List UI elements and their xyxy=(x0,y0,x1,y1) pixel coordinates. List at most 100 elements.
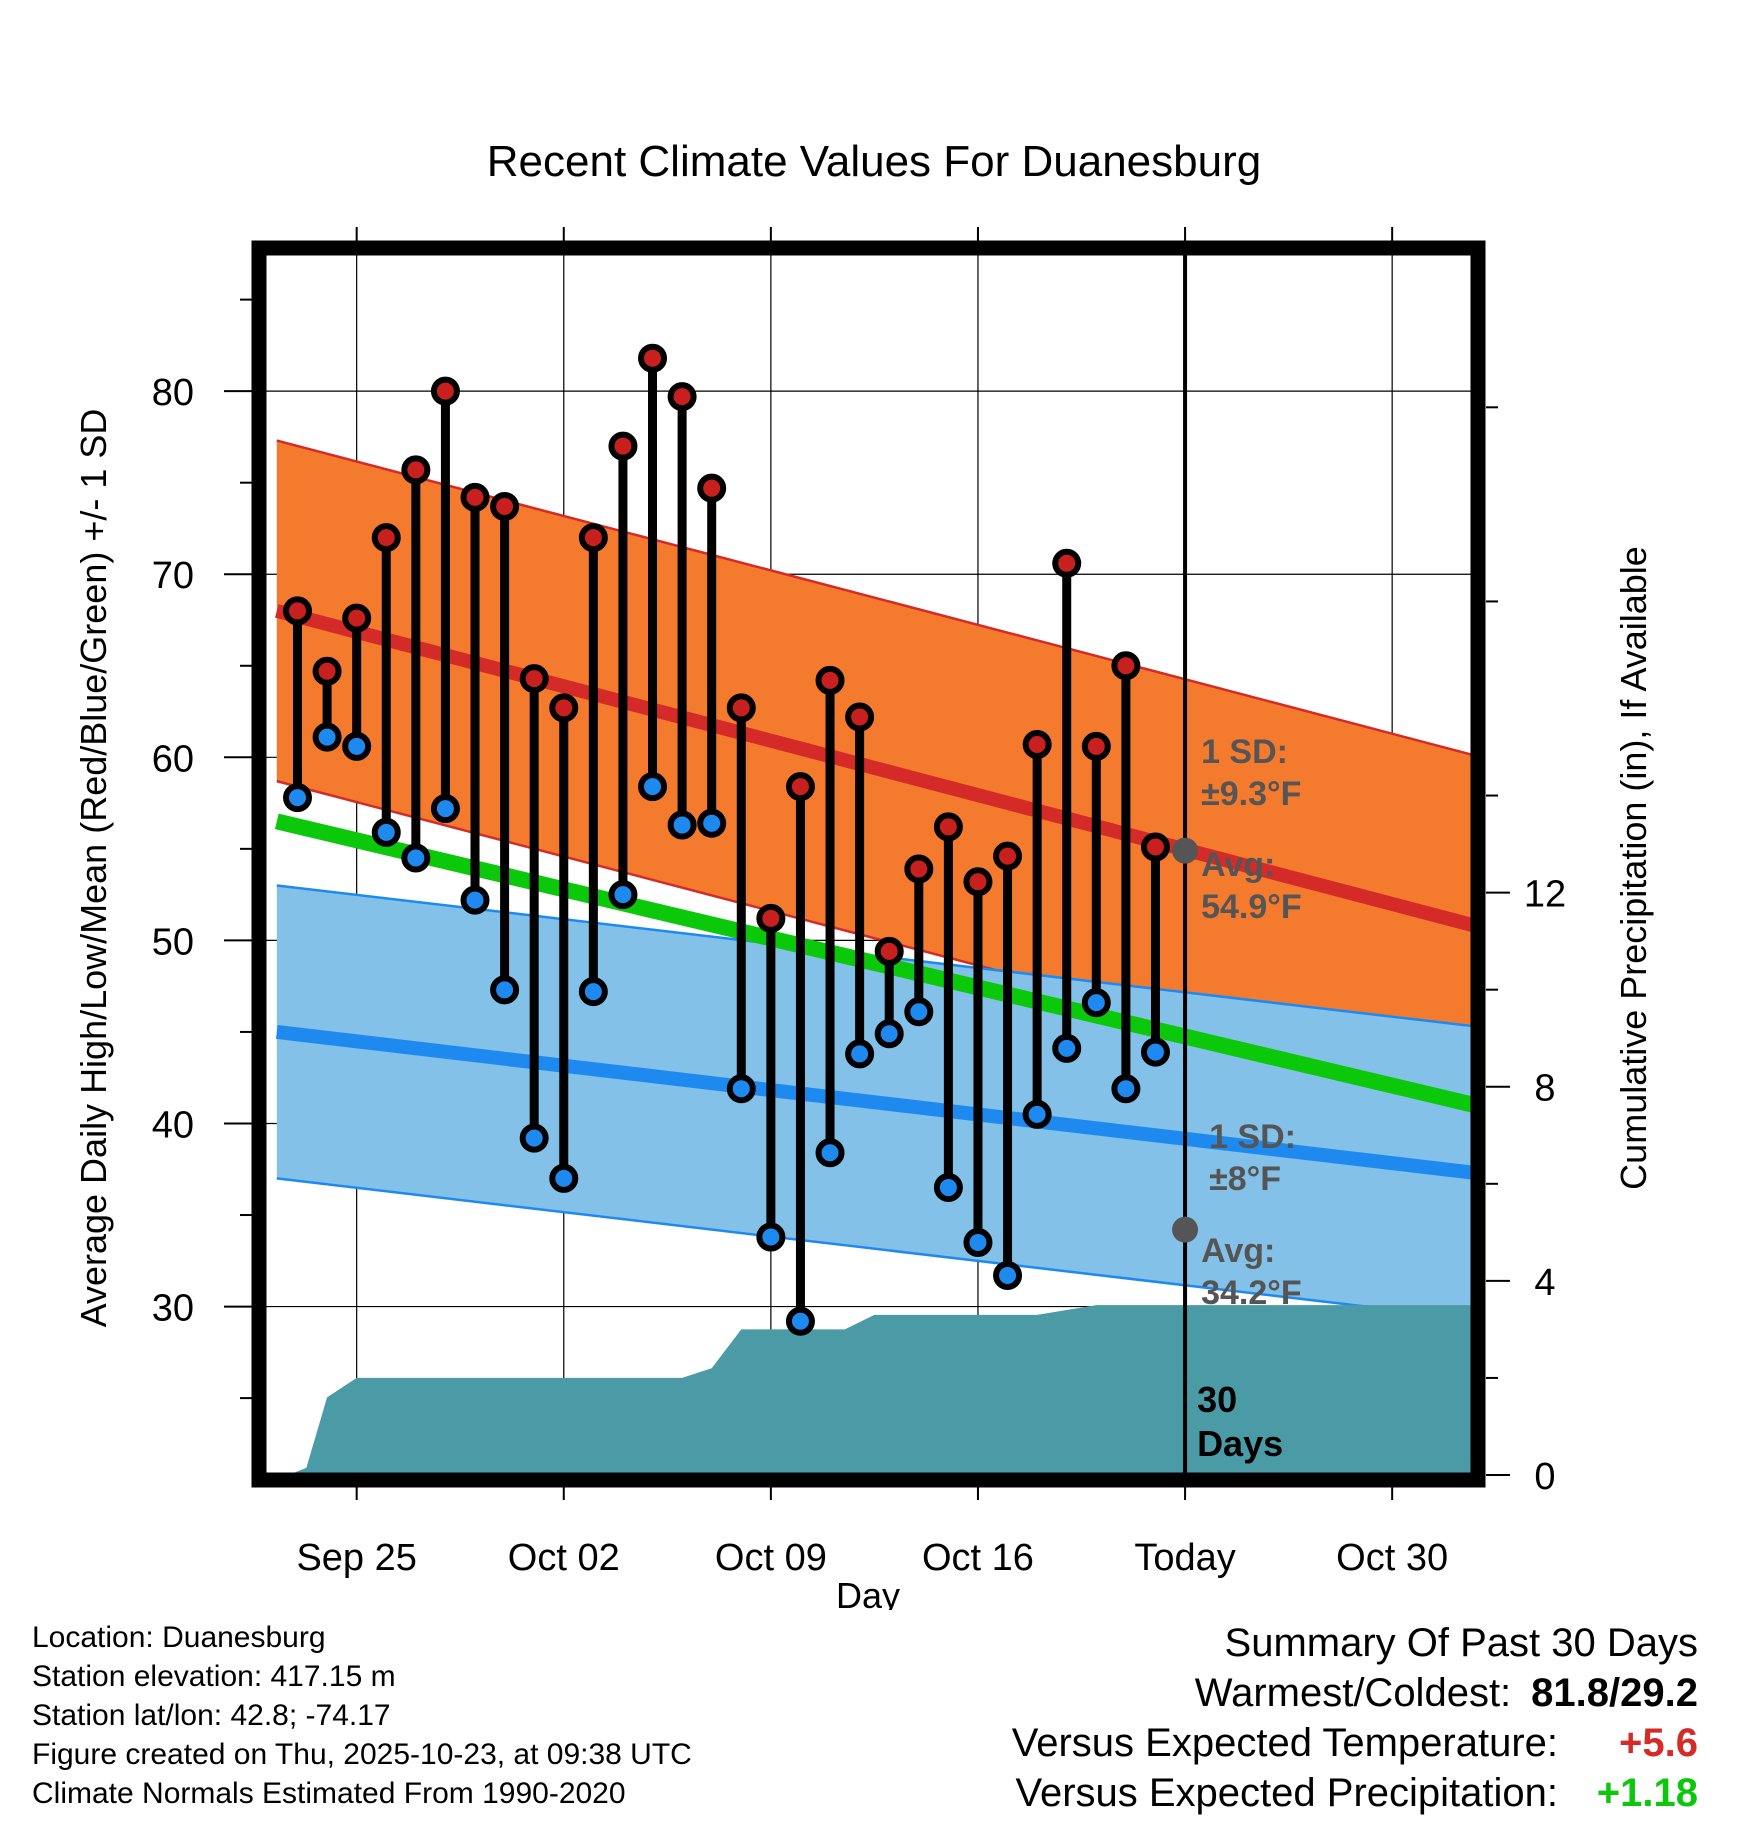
daily-high-point xyxy=(1052,548,1082,578)
daily-low-point xyxy=(430,794,460,824)
x-axis-label: Day xyxy=(836,1575,900,1610)
daily-low-point xyxy=(785,1306,815,1336)
summary-temp-row: Versus Expected Temperature: +5.6 xyxy=(1012,1718,1698,1768)
daily-low-point xyxy=(342,731,372,761)
daily-high-point xyxy=(638,343,668,373)
elevation-text: Station elevation: 417.15 m xyxy=(32,1660,396,1693)
low-sd-value: ±8°F xyxy=(1209,1160,1281,1198)
daily-high-point xyxy=(963,867,993,897)
latlon-text: Station lat/lon: 42.8; -74.17 xyxy=(32,1699,391,1732)
daily-low-point xyxy=(963,1227,993,1257)
created-text: Figure created on Thu, 2025-10-23, at 09… xyxy=(32,1738,692,1771)
y-tick-label: 60 xyxy=(152,738,194,780)
y2-tick-label: 8 xyxy=(1534,1068,1555,1110)
x-tick-label: Oct 02 xyxy=(508,1537,620,1579)
plot-area xyxy=(262,252,1475,1475)
summary-precip-row: Versus Expected Precipitation: +1.18 xyxy=(1012,1768,1698,1818)
daily-high-point xyxy=(608,431,638,461)
daily-low-point xyxy=(726,1074,756,1104)
daily-high-point xyxy=(1081,731,1111,761)
daily-low-point xyxy=(490,975,520,1005)
daily-high-point xyxy=(785,772,815,802)
location-text: Location: Duanesburg xyxy=(32,1621,326,1654)
precip-label: Versus Expected Precipitation: xyxy=(1015,1771,1558,1815)
y-tick-label: 50 xyxy=(152,921,194,963)
daily-low-point xyxy=(667,810,697,840)
temp-value: +5.6 xyxy=(1619,1721,1698,1765)
x-tick-label: Oct 09 xyxy=(715,1537,827,1579)
temp-label: Versus Expected Temperature: xyxy=(1011,1721,1558,1765)
daily-low-point xyxy=(578,977,608,1007)
period-label-unit: Days xyxy=(1197,1423,1283,1464)
y-tick-label: 30 xyxy=(152,1288,194,1330)
daily-low-point xyxy=(1140,1037,1170,1067)
low-avg-value: 34.2°F xyxy=(1201,1274,1302,1312)
y-tick-label: 80 xyxy=(152,372,194,414)
daily-low-point xyxy=(993,1260,1023,1290)
daily-low-point xyxy=(845,1039,875,1069)
low-avg-label: Avg: xyxy=(1201,1232,1275,1270)
daily-low-point xyxy=(283,783,313,813)
low-sd-band-lower-edge xyxy=(276,1177,1475,1321)
high-sd-label: 1 SD: xyxy=(1201,733,1288,771)
daily-low-point xyxy=(874,1019,904,1049)
daily-high-point xyxy=(933,812,963,842)
daily-high-point xyxy=(312,656,342,686)
precip-value: +1.18 xyxy=(1596,1771,1698,1815)
daily-low-point xyxy=(608,880,638,910)
summary-panel: Summary Of Past 30 Days Warmest/Coldest:… xyxy=(1012,1618,1698,1818)
daily-high-point xyxy=(342,603,372,633)
y2-tick-label: 4 xyxy=(1534,1262,1555,1304)
plot-frame xyxy=(251,240,1486,1488)
daily-low-point xyxy=(519,1123,549,1153)
daily-low-point xyxy=(460,885,490,915)
daily-low-point xyxy=(401,843,431,873)
daily-low-point xyxy=(549,1163,579,1193)
plot-overlay: 1 SD: ±9.3°F Avg: 54.9°F 1 SD: ±8°F Avg: 34.2°F… xyxy=(283,252,1302,1475)
daily-low-point xyxy=(1111,1074,1141,1104)
daily-high-point xyxy=(667,382,697,412)
daily-low-point xyxy=(756,1222,786,1252)
low-avg-today-point xyxy=(1172,1216,1199,1243)
warmest-label: Warmest/Coldest: xyxy=(1194,1671,1512,1715)
y2-tick-label: 12 xyxy=(1524,874,1566,916)
y-tick-label: 40 xyxy=(152,1104,194,1146)
daily-low-point xyxy=(638,772,668,802)
daily-high-point xyxy=(874,936,904,966)
daily-high-point xyxy=(401,455,431,485)
daily-high-point xyxy=(993,841,1023,871)
daily-high-point xyxy=(460,482,490,512)
x-tick-label: Oct 30 xyxy=(1336,1537,1448,1579)
daily-high-point xyxy=(1022,729,1052,759)
daily-high-point xyxy=(815,665,845,695)
y-axis-label: Average Daily High/Low/Mean (Red/Blue/Gr… xyxy=(73,409,114,1328)
x-tick-label: Today xyxy=(1134,1537,1235,1579)
daily-high-point xyxy=(1111,651,1141,681)
climate-chart: Recent Climate Values For Duanesburg 1 S… xyxy=(73,137,1654,1610)
daily-low-point xyxy=(933,1173,963,1203)
high-avg-label: Avg: xyxy=(1201,846,1275,884)
summary-warmest-row: Warmest/Coldest: 81.8/29.2 xyxy=(1012,1668,1698,1718)
high-avg-value: 54.9°F xyxy=(1201,888,1302,926)
daily-low-point xyxy=(697,808,727,838)
daily-high-point xyxy=(726,693,756,723)
daily-high-point xyxy=(756,903,786,933)
daily-high-point xyxy=(904,854,934,884)
daily-high-point xyxy=(371,523,401,553)
daily-high-point xyxy=(283,596,313,626)
daily-low-point xyxy=(904,997,934,1027)
daily-low-point xyxy=(312,722,342,752)
warmest-value: 81.8/29.2 xyxy=(1531,1671,1698,1715)
daily-low-point xyxy=(1052,1033,1082,1063)
y2-tick-label: 0 xyxy=(1534,1456,1555,1498)
high-avg-today-point xyxy=(1172,837,1199,864)
x-tick-label: Sep 25 xyxy=(296,1537,416,1579)
daily-high-point xyxy=(549,693,579,723)
daily-low-point xyxy=(1022,1099,1052,1129)
precip-area xyxy=(288,1305,1475,1475)
daily-high-point xyxy=(1140,832,1170,862)
low-normal-line xyxy=(275,1024,1475,1180)
x-tick-label: Oct 16 xyxy=(922,1537,1034,1579)
summary-title: Summary Of Past 30 Days xyxy=(1224,1621,1698,1665)
daily-low-point xyxy=(371,817,401,847)
